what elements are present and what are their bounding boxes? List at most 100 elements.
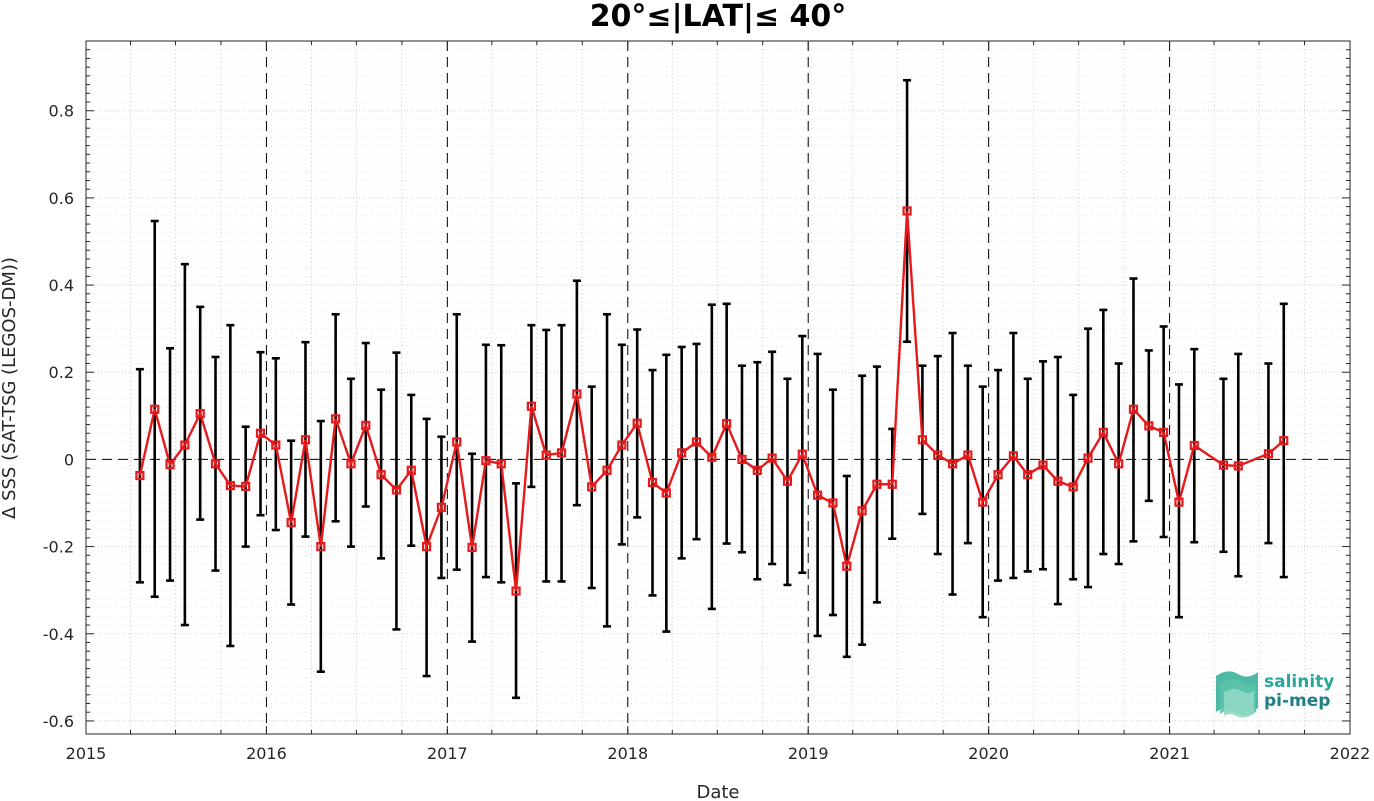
data-point: [782, 476, 793, 486]
data-point: [572, 389, 582, 399]
data-point: [691, 437, 702, 447]
data-point: [467, 542, 477, 553]
data-point: [828, 498, 838, 508]
x-axis-label: Date: [696, 782, 739, 801]
logo-text-salinity: salinity: [1264, 672, 1334, 692]
data-point: [872, 479, 882, 489]
data-point: [632, 418, 642, 428]
data-point: [436, 502, 447, 512]
data-point: [1053, 476, 1063, 486]
data-point: [857, 506, 867, 516]
data-point: [421, 541, 432, 552]
data-point: [767, 453, 777, 463]
plot-frame: [85, 40, 1351, 735]
y-tick-label: 0.6: [49, 189, 74, 208]
data-point: [647, 477, 658, 488]
data-point: [1159, 427, 1169, 437]
data-point: [1083, 453, 1093, 463]
x-tick-label: 2019: [788, 744, 829, 763]
data-point: [797, 449, 807, 459]
series-line: [138, 210, 1285, 592]
data-point: [556, 448, 567, 458]
data-point: [225, 480, 235, 491]
x-tick-labels: 2015 2016 2017 2018 2019 2020 2021 2022: [66, 744, 1371, 763]
data-point: [452, 437, 462, 447]
data-point: [316, 541, 326, 552]
y-tick-label: -0.6: [43, 712, 74, 731]
data-point: [917, 435, 928, 445]
data-point: [376, 470, 386, 480]
data-point: [1174, 497, 1184, 507]
data-point: [737, 454, 747, 465]
data-point: [587, 482, 597, 492]
data-point: [1008, 451, 1018, 461]
data-point: [1189, 440, 1199, 451]
plot-area: [86, 41, 1350, 734]
data-point: [887, 479, 897, 489]
data-point: [165, 460, 175, 470]
data-point: [1218, 460, 1229, 470]
waves-icon: [1216, 671, 1258, 718]
data-point: [241, 481, 251, 492]
data-point: [677, 448, 687, 458]
data-point: [1233, 461, 1243, 471]
data-point: [978, 497, 988, 507]
data-point: [993, 470, 1003, 480]
data-point: [842, 561, 852, 571]
grid: [86, 41, 1350, 734]
data-point: [346, 459, 356, 469]
data-point: [300, 435, 311, 445]
data-point: [963, 450, 973, 460]
chart-title: 20°≤|LAT|≤ 40°: [590, 0, 847, 34]
data-point: [617, 440, 627, 450]
x-tick-label: 2016: [246, 744, 287, 763]
data-point: [947, 459, 958, 469]
x-tick-label: 2018: [607, 744, 648, 763]
data-point: [180, 440, 190, 450]
year-divider-lines: [265, 41, 1171, 734]
data-point: [255, 428, 266, 438]
data-point: [541, 450, 551, 460]
data-point: [406, 465, 416, 475]
data-point: [361, 420, 371, 431]
data-point: [496, 459, 506, 469]
data-point: [331, 414, 341, 424]
data-point: [661, 488, 671, 498]
x-tick-label: 2015: [66, 744, 107, 763]
y-tick-label: 0.8: [49, 102, 74, 121]
data-point: [1114, 459, 1124, 469]
data-point: [813, 490, 823, 500]
y-tick-label: 0.4: [49, 276, 74, 295]
data-point: [195, 409, 205, 419]
data-point: [150, 404, 160, 414]
data-point: [391, 485, 402, 495]
x-tick-label: 2021: [1149, 744, 1190, 763]
data-point: [135, 470, 145, 481]
x-tick-label: 2020: [968, 744, 1009, 763]
data-point: [933, 450, 943, 460]
data-point: [286, 518, 296, 528]
data-point: [1038, 460, 1048, 470]
data-point: [1263, 449, 1274, 459]
y-tick-label: -0.4: [43, 625, 74, 644]
data-point: [526, 401, 536, 411]
y-tick-label: 0: [64, 450, 74, 469]
data-point: [722, 419, 732, 429]
y-tick-labels: -0.6 -0.4 -0.2 0 0.2 0.4 0.6 0.8: [43, 102, 74, 731]
data-point: [511, 586, 521, 596]
logo-text-pi-mep: pi-mep: [1264, 691, 1330, 711]
data-point: [602, 465, 612, 475]
data-point: [1144, 421, 1154, 431]
data-point: [707, 452, 717, 462]
data-point: [902, 206, 912, 216]
y-axis-label: Δ SSS (SAT-TSG (LEGOS-DM)): [0, 257, 20, 519]
data-point: [1128, 404, 1139, 414]
x-tick-label: 2022: [1330, 744, 1371, 763]
x-tick-label: 2017: [427, 744, 468, 763]
data-point: [1098, 427, 1108, 437]
y-tick-label: 0.2: [49, 363, 74, 382]
data-point: [1279, 436, 1289, 446]
axis-ticks: [85, 41, 1351, 734]
data-point: [271, 440, 281, 450]
